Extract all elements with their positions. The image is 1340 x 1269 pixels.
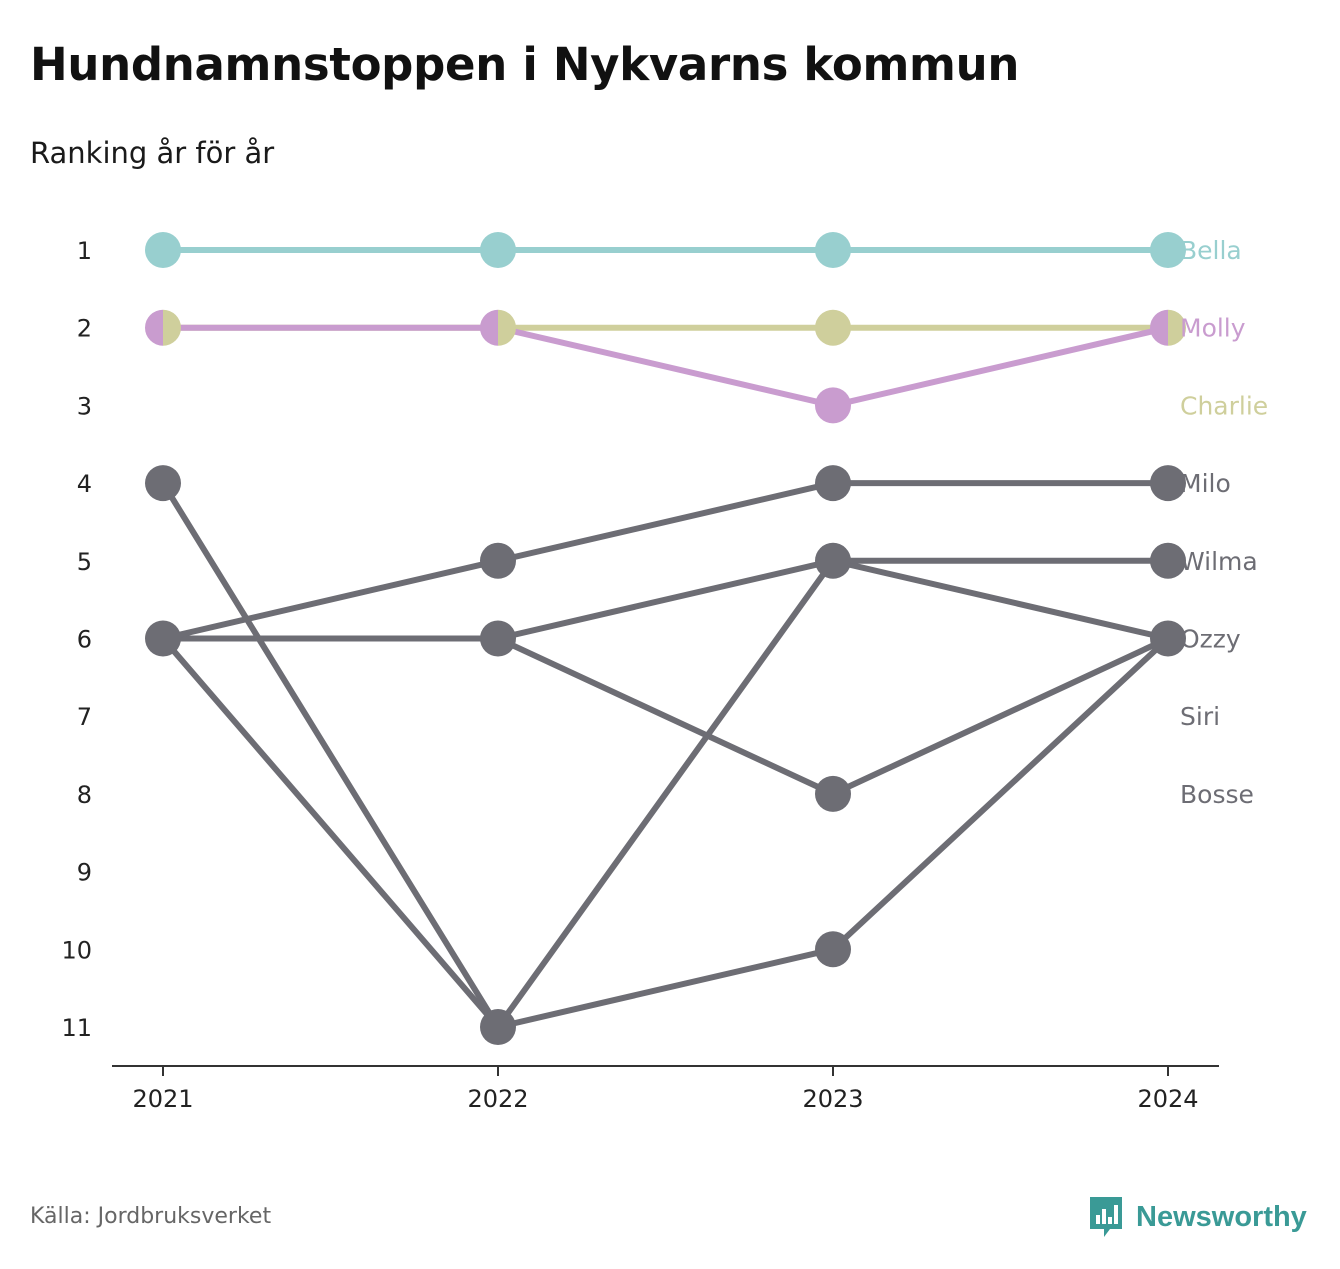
end-label-bosse: Bosse <box>1180 780 1254 809</box>
end-label-ozzy: Ozzy <box>1180 625 1241 654</box>
point-bella-2024 <box>1150 232 1186 268</box>
y-tick-label: 2 <box>77 315 92 343</box>
series-line-wilma <box>160 557 1171 1030</box>
chart-title: Hundnamnstoppen i Nykvarns kommun <box>30 38 1020 91</box>
point-bella-2022 <box>480 232 516 268</box>
y-axis: 1 2 3 4 5 6 7 8 9 10 11 <box>61 237 92 1042</box>
series-line-molly <box>160 324 1171 409</box>
point-milo-2023 <box>815 465 851 502</box>
series-line-bosse <box>160 480 1171 1030</box>
end-label-charlie: Charlie <box>1180 391 1268 420</box>
point-milo-wilma-ozzy-siri-2021 <box>145 620 181 657</box>
series-lines <box>160 247 1171 1030</box>
end-label-wilma: Wilma <box>1180 547 1258 576</box>
y-tick-label: 3 <box>77 392 92 420</box>
source-note: Källa: Jordbruksverket <box>30 1204 272 1229</box>
y-tick-label: 6 <box>77 626 92 654</box>
y-tick-label: 1 <box>77 237 92 265</box>
end-label-molly: Molly <box>1180 314 1246 343</box>
series-line-ozzy <box>160 557 1171 642</box>
y-tick-label: 7 <box>77 703 92 731</box>
point-molly-2023 <box>815 387 851 424</box>
y-tick-label: 5 <box>77 548 92 576</box>
series-points <box>145 232 1187 1045</box>
point-bella-2023 <box>815 232 851 268</box>
point-ozzy-siri-2022 <box>480 620 516 657</box>
point-bella-2021 <box>145 232 181 268</box>
end-label-milo: Milo <box>1180 469 1231 498</box>
y-tick-label: 8 <box>77 781 92 809</box>
x-tick-label: 2024 <box>1137 1085 1198 1113</box>
point-molly-charlie-2022 <box>480 309 516 346</box>
point-wilma-ozzy-2023 <box>815 542 851 579</box>
brand-name: Newsworthy <box>1136 1200 1307 1233</box>
end-label-bella: Bella <box>1180 236 1242 265</box>
x-tick-label: 2022 <box>467 1085 528 1113</box>
point-milo-2022 <box>480 542 516 579</box>
point-wilma-2024 <box>1150 542 1186 579</box>
y-tick-label: 11 <box>61 1014 92 1042</box>
end-label-siri: Siri <box>1180 702 1220 731</box>
point-molly-charlie-2021 <box>145 309 181 346</box>
bar-chart-speech-bubble-icon <box>1090 1197 1122 1237</box>
point-milo-2024 <box>1150 465 1186 502</box>
end-labels: Bella Molly Charlie Milo Wilma Ozzy Siri Bosse <box>1180 236 1268 809</box>
y-tick-label: 9 <box>77 859 92 887</box>
point-bosse-2021 <box>145 465 181 502</box>
point-ozzy-siri-bosse-2024 <box>1150 620 1186 657</box>
point-wilma-bosse-2022 <box>480 1009 516 1045</box>
series-line-milo <box>160 480 1171 642</box>
x-tick-label: 2021 <box>132 1085 193 1113</box>
x-tick-label: 2023 <box>802 1085 863 1113</box>
series-line-siri <box>160 635 1171 797</box>
chart-subtitle: Ranking år för år <box>30 136 275 170</box>
point-siri-2023 <box>815 775 851 812</box>
x-axis: 2021 2022 2023 2024 <box>112 1065 1219 1113</box>
newsworthy-logo[interactable]: Newsworthy <box>1088 1195 1307 1239</box>
y-tick-label: 10 <box>61 936 92 964</box>
point-molly-charlie-2024 <box>1150 309 1187 346</box>
point-bosse-2023 <box>815 931 851 968</box>
bump-chart: 1 2 3 4 5 6 7 8 9 10 11 2021 2022 2023 2024 Bella Moll… <box>61 232 1268 1113</box>
y-tick-label: 4 <box>77 470 92 498</box>
point-charlie-2023 <box>815 309 851 346</box>
